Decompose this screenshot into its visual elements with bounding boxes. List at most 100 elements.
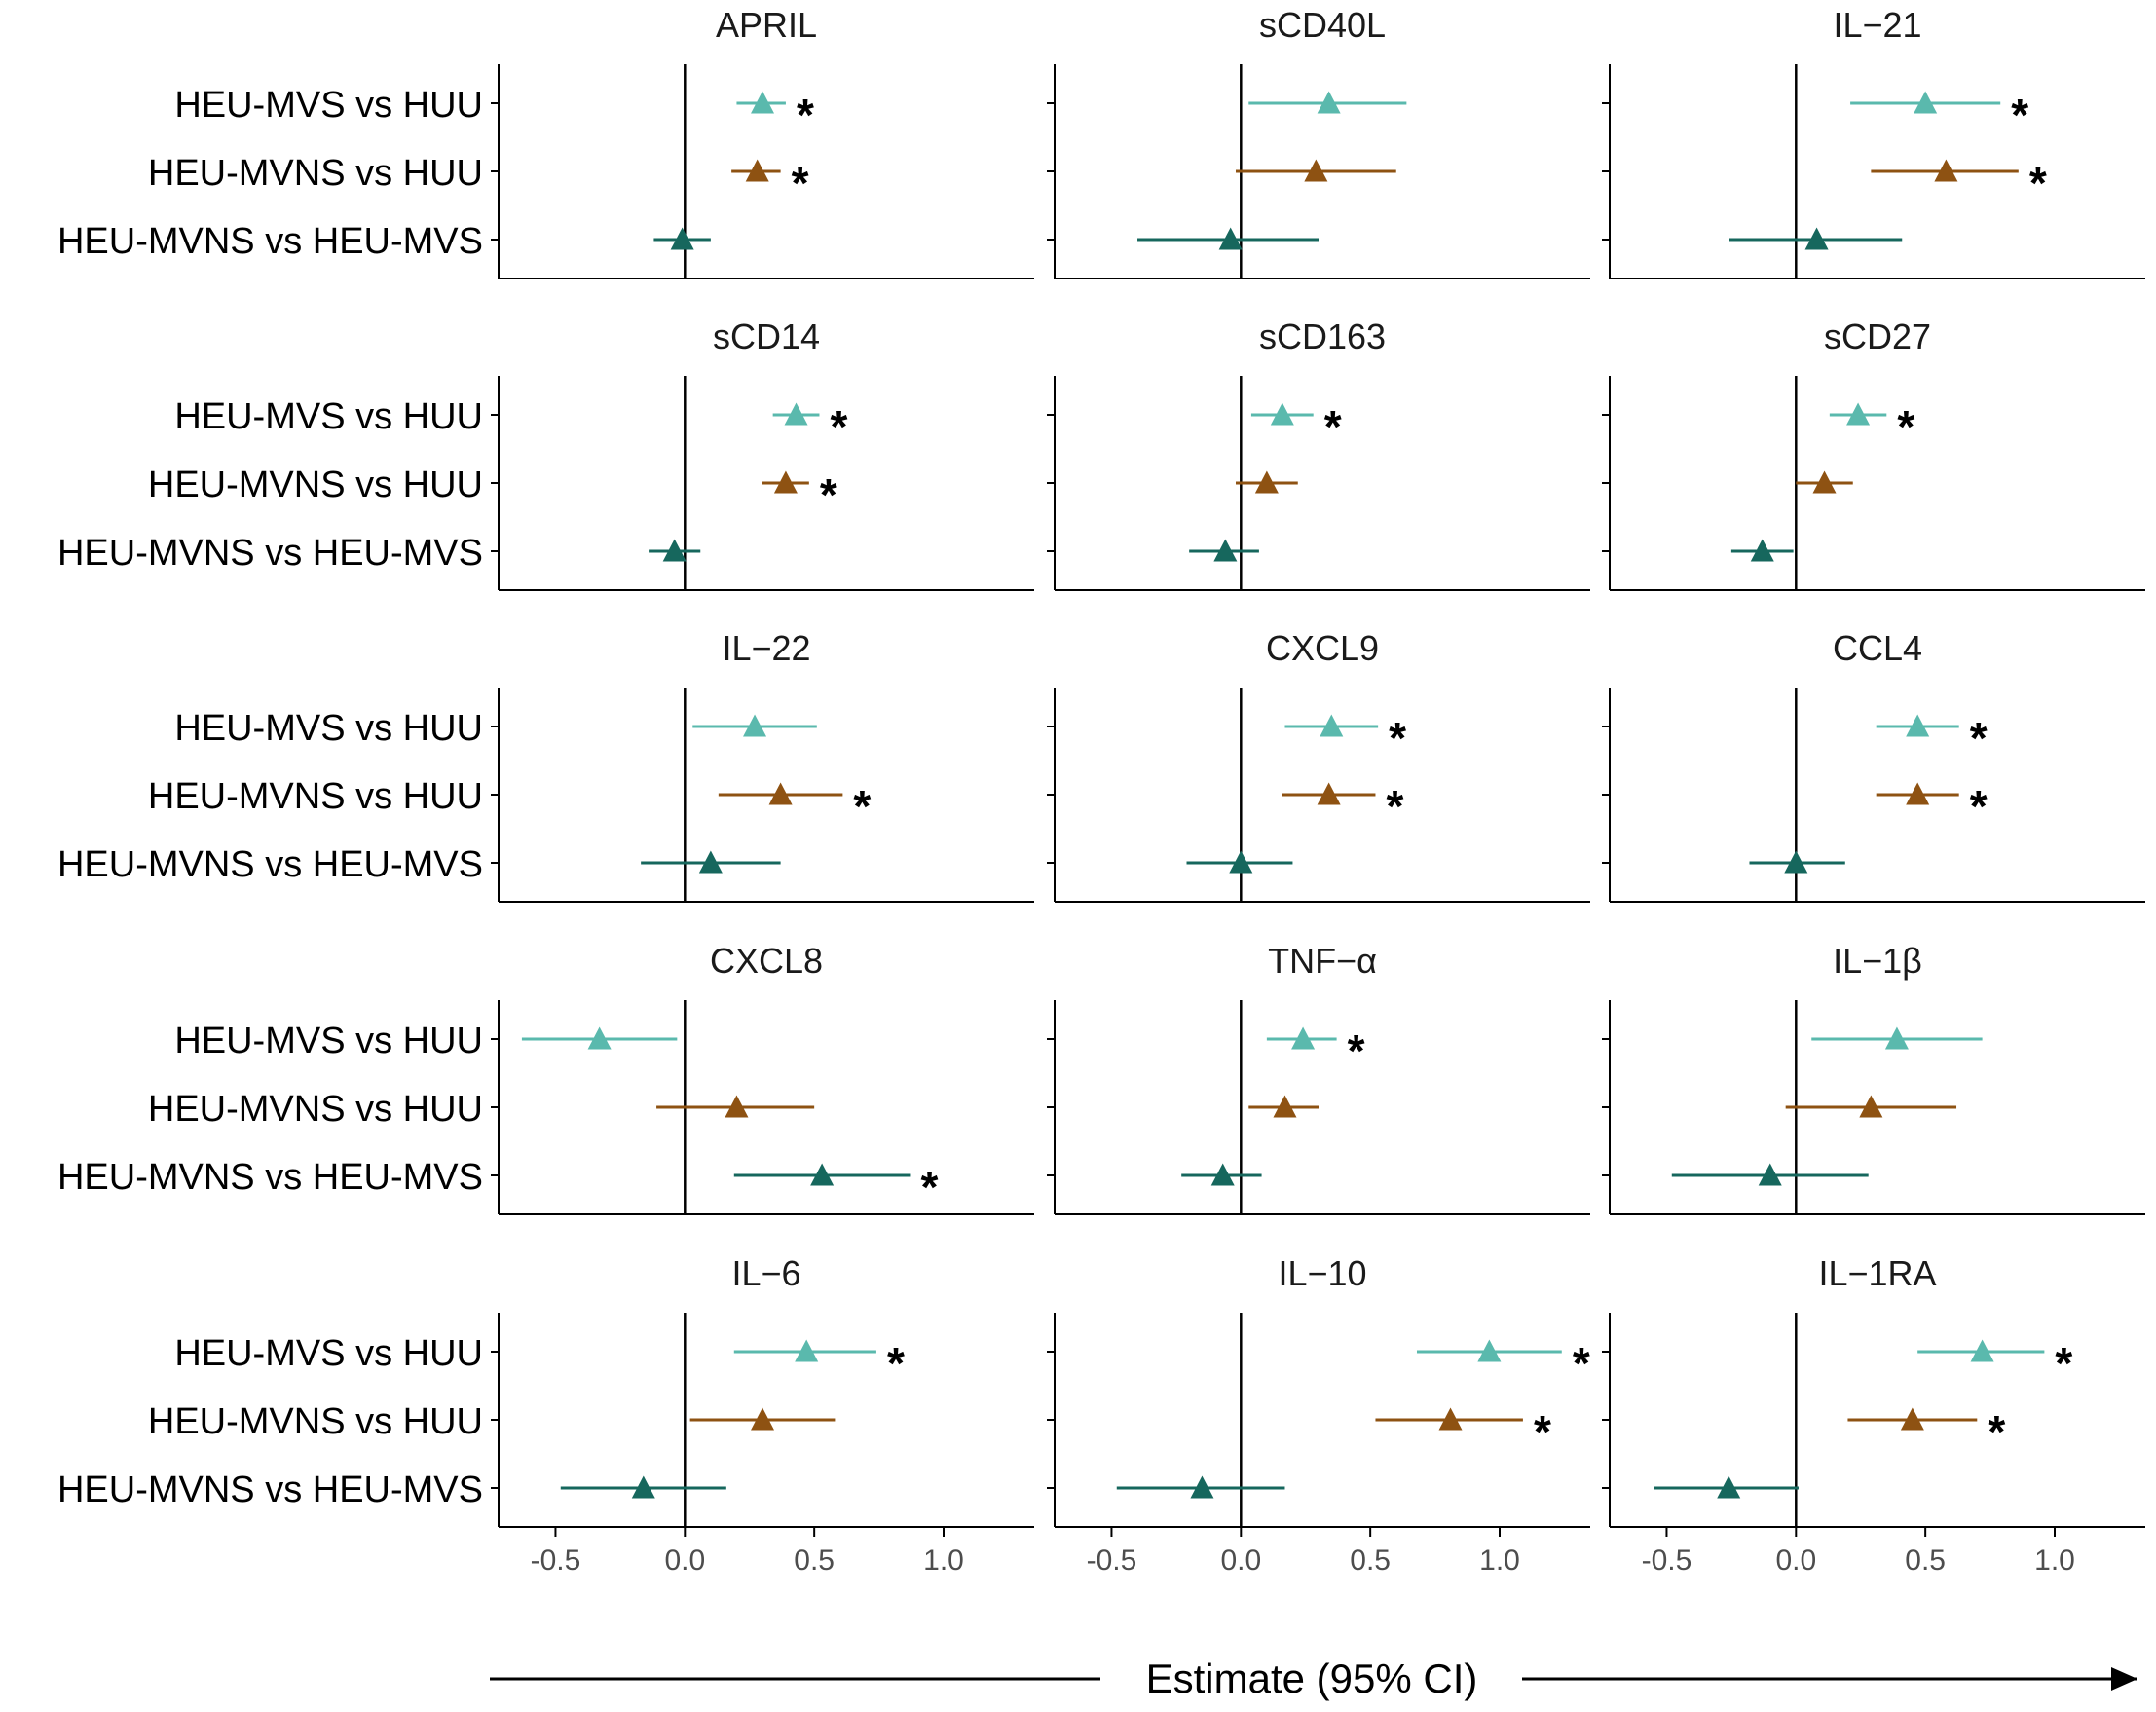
comparison-label: HEU-MVNS vs HUU <box>148 1401 483 1442</box>
x-tick-label: -0.5 <box>1642 1545 1692 1577</box>
panel-title: sCD40L <box>1259 5 1386 45</box>
panel-6: IL−22 HEU-MVS vs HUU HEU-MVNS vs HUU * HEU-M… <box>57 628 1034 903</box>
point-estimate-marker <box>1784 850 1808 874</box>
comparison-label: HEU-MVS vs HUU <box>174 1021 483 1061</box>
point-estimate-marker <box>1229 850 1253 874</box>
significance-star: * <box>820 469 837 520</box>
panel-title: sCD163 <box>1259 316 1386 356</box>
point-estimate-marker <box>1884 1026 1909 1050</box>
significance-star: * <box>1387 781 1404 832</box>
point-estimate-marker <box>1270 402 1294 426</box>
panel-7: CXCL9 * * <box>1047 628 1590 903</box>
panel-title: IL−6 <box>731 1253 800 1293</box>
panel-0: APRIL HEU-MVS vs HUU * HEU-MVNS vs HUU * HEU-… <box>57 5 1034 279</box>
x-tick-label: 1.0 <box>923 1545 964 1577</box>
comparison-label: HEU-MVNS vs HUU <box>148 153 483 194</box>
panel-title: IL−10 <box>1278 1253 1366 1293</box>
point-estimate-marker <box>784 402 808 426</box>
significance-star: * <box>887 1338 905 1389</box>
panel-1: sCD40L <box>1047 5 1590 279</box>
x-axis-col-1: -0.5 0.0 0.5 1.0 <box>1087 1527 1520 1577</box>
point-estimate-marker <box>1859 1095 1883 1118</box>
significance-star: * <box>1970 713 1988 763</box>
point-estimate-marker <box>1934 159 1958 182</box>
comparison-label: HEU-MVS vs HUU <box>174 85 483 126</box>
significance-star: * <box>2055 1338 2072 1389</box>
panel-title: sCD27 <box>1824 316 1931 356</box>
panel-12: IL−6 HEU-MVS vs HUU * HEU-MVNS vs HUU HEU-MV… <box>57 1253 1034 1528</box>
significance-star: * <box>1897 401 1914 452</box>
panel-9: CXCL8 HEU-MVS vs HUU HEU-MVNS vs HUU HEU-MV… <box>57 941 1034 1215</box>
significance-star: * <box>1389 713 1406 763</box>
panel-3: sCD14 HEU-MVS vs HUU * HEU-MVNS vs HUU * HEU-… <box>57 316 1034 591</box>
panel-10: TNF−α * <box>1047 941 1590 1215</box>
point-estimate-marker <box>751 91 775 114</box>
panel-title: sCD14 <box>713 316 820 356</box>
point-estimate-marker <box>631 1475 655 1499</box>
x-tick-label: 0.5 <box>794 1545 835 1577</box>
point-estimate-marker <box>670 227 694 250</box>
x-tick-label: 0.0 <box>1220 1545 1261 1577</box>
point-estimate-marker <box>1438 1407 1463 1431</box>
significance-star: * <box>792 158 809 208</box>
panel-4: sCD163 * <box>1047 316 1590 591</box>
point-estimate-marker <box>745 159 769 182</box>
panel-2: IL−21 ** <box>1602 5 2145 279</box>
x-axis-col-0: -0.5 0.0 0.5 1.0 <box>531 1527 964 1577</box>
point-estimate-marker <box>1304 159 1328 182</box>
panel-8: CCL4 * * <box>1602 628 2145 903</box>
panel-14: IL−1RA * * <box>1602 1253 2145 1528</box>
point-estimate-marker <box>1906 714 1930 737</box>
point-estimate-marker <box>773 470 798 494</box>
point-estimate-marker <box>698 850 723 874</box>
panel-title: CXCL8 <box>710 941 823 981</box>
significance-star: * <box>1324 401 1342 452</box>
x-tick-label: 0.5 <box>1905 1545 1946 1577</box>
panel-13: IL−10 * * <box>1047 1253 1590 1528</box>
point-estimate-marker <box>725 1095 749 1118</box>
significance-star: * <box>1534 1406 1551 1457</box>
point-estimate-marker <box>768 782 793 805</box>
significance-star: * <box>1988 1406 2005 1457</box>
panel-title: TNF−α <box>1268 941 1377 981</box>
point-estimate-marker <box>1804 227 1829 250</box>
point-estimate-marker <box>1906 782 1930 805</box>
point-estimate-marker <box>1213 539 1238 562</box>
point-estimate-marker <box>1717 1475 1741 1499</box>
panel-title: APRIL <box>716 5 817 45</box>
panel-title: IL−21 <box>1833 5 1921 45</box>
x-tick-label: 0.0 <box>1775 1545 1816 1577</box>
significance-star: * <box>797 90 814 140</box>
significance-star: * <box>1573 1338 1590 1389</box>
point-estimate-marker <box>1812 470 1837 494</box>
point-estimate-marker <box>1846 402 1871 426</box>
significance-star: * <box>2029 158 2047 208</box>
panel-title: IL−1β <box>1833 941 1922 981</box>
point-estimate-marker <box>1900 1407 1924 1431</box>
comparison-label: HEU-MVNS vs HEU-MVS <box>57 1470 483 1510</box>
point-estimate-marker <box>1477 1339 1502 1362</box>
point-estimate-marker <box>1914 91 1938 114</box>
significance-star: * <box>853 781 871 832</box>
point-estimate-marker <box>587 1026 612 1050</box>
point-estimate-marker <box>810 1163 835 1186</box>
panel-5: sCD27 * <box>1602 316 2145 591</box>
comparison-label: HEU-MVS vs HUU <box>174 708 483 749</box>
x-tick-label: -0.5 <box>1087 1545 1137 1577</box>
significance-star: * <box>1348 1025 1365 1076</box>
point-estimate-marker <box>1320 714 1344 737</box>
comparison-label: HEU-MVNS vs HEU-MVS <box>57 221 483 262</box>
x-tick-label: -0.5 <box>531 1545 581 1577</box>
point-estimate-marker <box>1317 91 1341 114</box>
point-estimate-marker <box>1750 539 1774 562</box>
comparison-label: HEU-MVNS vs HUU <box>148 1089 483 1130</box>
x-axis-col-2: -0.5 0.0 0.5 1.0 <box>1642 1527 2075 1577</box>
point-estimate-marker <box>1317 782 1341 805</box>
x-tick-label: 1.0 <box>1479 1545 1520 1577</box>
comparison-label: HEU-MVNS vs HEU-MVS <box>57 844 483 885</box>
x-axis-title: Estimate (95% CI) <box>1146 1656 1478 1701</box>
x-tick-label: 1.0 <box>2034 1545 2075 1577</box>
point-estimate-marker <box>1254 470 1279 494</box>
panel-title: IL−22 <box>722 628 810 668</box>
point-estimate-marker <box>1190 1475 1214 1499</box>
